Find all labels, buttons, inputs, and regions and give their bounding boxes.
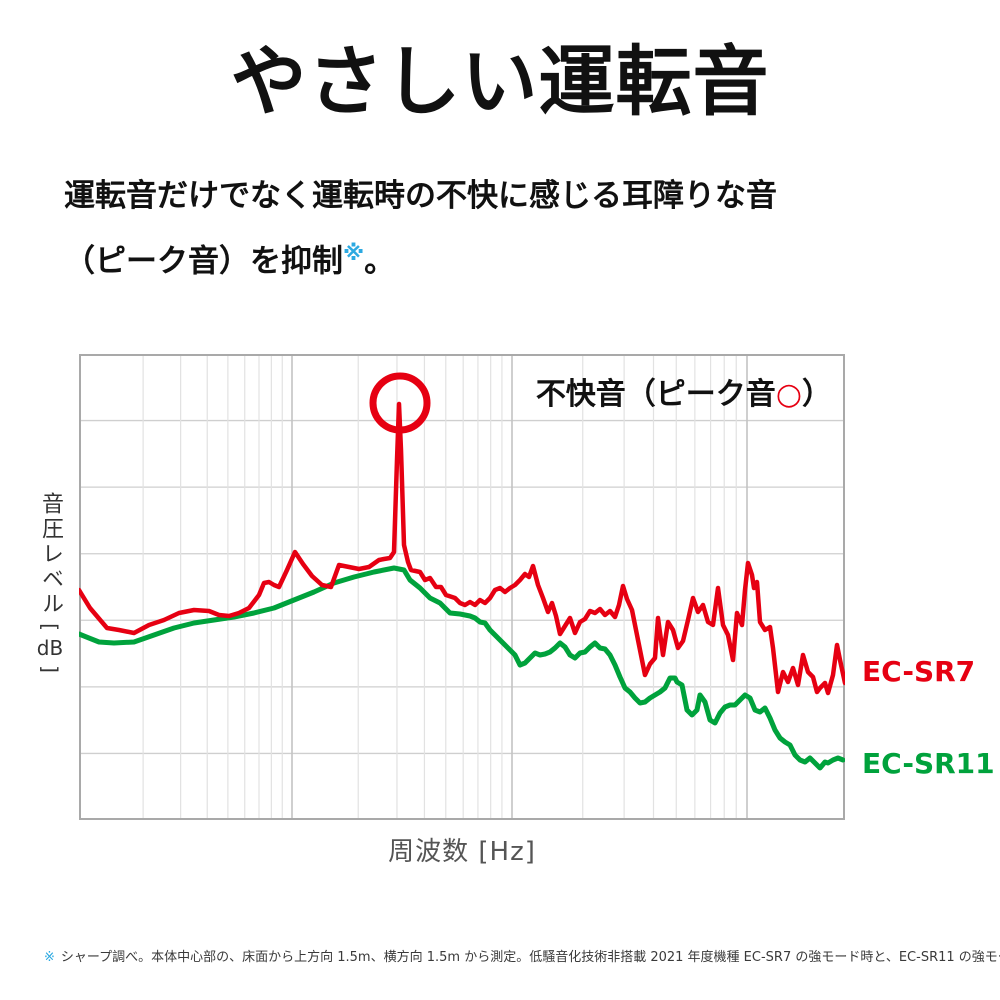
noise-spectrum-chart bbox=[79, 354, 845, 820]
y-axis-label: 音圧レベル [ dB ] bbox=[30, 492, 70, 676]
body-text: 運転音だけでなく運転時の不快に感じる耳障りな音 （ピーク音）を抑制※。 bbox=[64, 168, 964, 290]
series-line-ec-sr7 bbox=[79, 401, 845, 696]
footnote: ※ シャープ調べ。本体中心部の、床面から上方向 1.5m、横方向 1.5m から測… bbox=[44, 946, 1000, 965]
y-axis-bracket-open: [ bbox=[38, 623, 62, 631]
y-axis-unit: dB bbox=[36, 636, 64, 660]
footnote-text: シャープ調べ。本体中心部の、床面から上方向 1.5m、横方向 1.5m から測定… bbox=[60, 950, 1000, 965]
peak-circle-annotation bbox=[369, 372, 431, 434]
y-axis-bracket-close: ] bbox=[38, 665, 62, 673]
body-line1: 運転音だけでなく運転時の不快に感じる耳障りな音 bbox=[64, 178, 777, 214]
x-axis-label: 周波数 [Hz] bbox=[388, 837, 536, 867]
series-label-ec-sr7: EC-SR7 bbox=[862, 655, 976, 688]
y-axis-label-text: 音圧レベル bbox=[38, 492, 63, 617]
series-label-ec-sr11: EC-SR11 bbox=[862, 747, 995, 780]
page-title: やさしい運転音 bbox=[230, 37, 770, 126]
footnote-reference-mark: ※ bbox=[44, 950, 55, 965]
body-line2: （ピーク音）を抑制 bbox=[64, 243, 343, 280]
plot-border bbox=[79, 354, 845, 820]
body-line2-end: 。 bbox=[364, 243, 396, 280]
reference-mark: ※ bbox=[343, 241, 365, 266]
series-line-ec-sr11 bbox=[79, 565, 845, 771]
